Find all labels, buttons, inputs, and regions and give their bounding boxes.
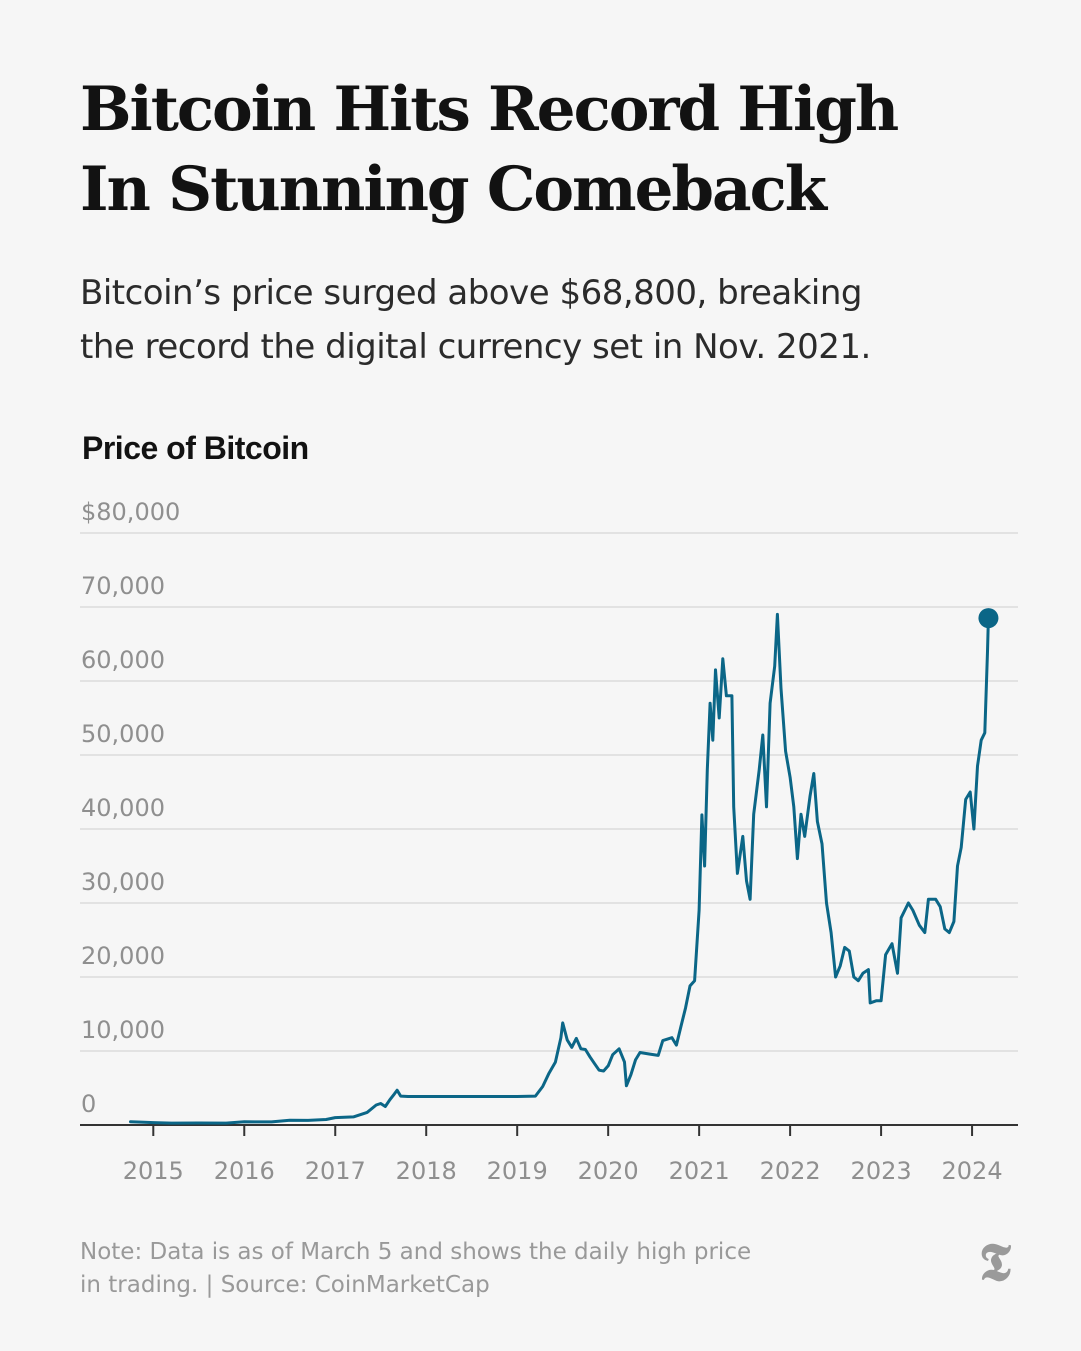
x-axis: 2015 2016 2017 2018 2019 2020 2021 2022 2023 2024	[80, 1124, 1018, 1185]
footnote-line-2: in trading. | Source: CoinMarketCap	[80, 1272, 490, 1298]
x-tick-label: 2022	[760, 1157, 821, 1185]
footnote: Note: Data is as of March 5 and shows th…	[80, 1236, 940, 1302]
x-tick-label: 2023	[851, 1157, 912, 1185]
headline-line-2: In Stunning Comeback	[80, 154, 827, 225]
nyt-logo-icon: 𝕿	[979, 1232, 1011, 1293]
x-tick-label: 2016	[214, 1157, 275, 1185]
gridlines	[80, 532, 1018, 1052]
y-tick-label: 50,000	[81, 720, 165, 748]
y-tick-label: 40,000	[81, 794, 165, 822]
subheadline-line-1: Bitcoin’s price surged above $68,800, br…	[80, 273, 863, 313]
x-tick-label: 2021	[669, 1157, 730, 1185]
y-tick-label: 30,000	[81, 868, 165, 896]
chart-title: Price of Bitcoin	[82, 430, 309, 466]
x-tick-label: 2018	[396, 1157, 457, 1185]
y-axis-tick-labels: 0 10,000 20,000 30,000 40,000 50,000 60,000 70,…	[81, 498, 180, 1118]
x-tick-label: 2020	[578, 1157, 639, 1185]
y-tick-label: 60,000	[81, 646, 165, 674]
price-line	[129, 612, 990, 1125]
y-tick-label: $80,000	[81, 498, 180, 526]
y-tick-label: 10,000	[81, 1016, 165, 1044]
latest-price-dot	[978, 608, 999, 629]
headline-line-1: Bitcoin Hits Record High	[80, 74, 899, 145]
y-tick-label: 20,000	[81, 942, 165, 970]
x-tick-label: 2017	[305, 1157, 366, 1185]
subheadline-line-2: the record the digital currency set in N…	[80, 327, 871, 367]
x-tick-label: 2024	[942, 1157, 1003, 1185]
x-tick-label: 2015	[123, 1157, 184, 1185]
y-tick-label: 70,000	[81, 572, 165, 600]
y-tick-label: 0	[81, 1090, 96, 1118]
subheadline: Bitcoin’s price surged above $68,800, br…	[80, 266, 1020, 374]
footnote-line-1: Note: Data is as of March 5 and shows th…	[80, 1239, 752, 1265]
price-chart: 0 10,000 20,000 30,000 40,000 50,000 60,000 70,…	[80, 498, 1018, 1185]
headline: Bitcoin Hits Record High In Stunning Com…	[80, 70, 1020, 230]
x-tick-label: 2019	[487, 1157, 548, 1185]
series-layer	[129, 608, 999, 1125]
